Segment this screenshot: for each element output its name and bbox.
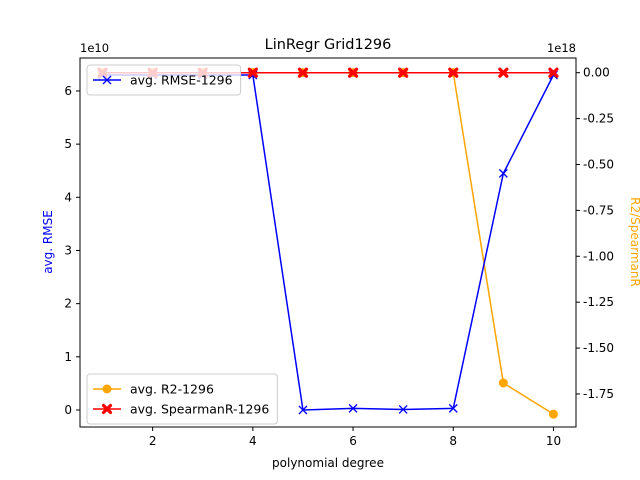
right-y-tick-label: -0.75: [583, 203, 614, 217]
right-y-tick-label: 0.00: [583, 66, 610, 80]
chart-title: LinRegr Grid1296: [265, 37, 392, 53]
data-point-rmse-1296: [348, 403, 358, 413]
right-y-tick-label: -1.75: [583, 387, 614, 401]
left-y-tick-label: 3: [64, 243, 72, 257]
left-y-tick-label: 5: [64, 137, 72, 151]
x-tick-label: 10: [546, 434, 561, 448]
data-point-spearmanr-1296: [548, 67, 559, 78]
legend-left-axis: avg. RMSE-1296: [86, 64, 242, 96]
data-point-spearmanr-1296: [448, 67, 459, 78]
right-y-tick-label: -1.00: [583, 249, 614, 263]
data-point-r2-1296: [498, 378, 508, 388]
left-y-tick-label: 1: [64, 350, 72, 364]
data-point-spearmanr-1296: [297, 67, 309, 78]
data-point-rmse-1296: [448, 403, 458, 413]
data-point-spearmanr-1296: [247, 67, 258, 78]
right-y-tick-label: -1.50: [583, 341, 614, 355]
right-y-tick-label: -0.25: [583, 112, 614, 126]
left-y-tick-label: 2: [64, 297, 72, 311]
legend-label: avg. RMSE-1296: [130, 73, 233, 88]
left-y-tick-label: 0: [64, 403, 72, 417]
right-axis-scale-label: 1e18: [547, 41, 576, 55]
legend-marker: [101, 403, 113, 415]
right-axis-label: R2/SpearmanR: [628, 197, 640, 287]
data-point-spearmanr-1296: [398, 67, 409, 78]
left-y-tick-label: 4: [64, 190, 72, 204]
legend-label: avg. R2-1296: [130, 382, 214, 397]
legend-label: avg. SpearmanR-1296: [130, 402, 269, 417]
x-tick-label: 6: [349, 434, 357, 448]
data-point-spearmanr-1296: [347, 67, 359, 78]
right-y-tick-label: -1.25: [583, 295, 614, 309]
data-point-r2-1296: [548, 409, 558, 419]
legend-right-axis: avg. R2-1296 avg. SpearmanR-1296: [86, 373, 278, 425]
right-y-tick-label: -0.50: [583, 157, 614, 171]
x-axis-label: polynomial degree: [272, 456, 384, 470]
x-tick-label: 8: [449, 434, 457, 448]
data-point-spearmanr-1296: [498, 67, 509, 78]
plot-frame: [79, 57, 577, 428]
left-axis-label: avg. RMSE: [41, 210, 55, 274]
data-point-rmse-1296: [498, 168, 508, 178]
legend-right-axis-frame: [86, 373, 278, 425]
x-tick-label: 4: [249, 434, 257, 448]
data-point-rmse-1296: [398, 404, 408, 414]
legend-marker: [102, 384, 112, 394]
left-axis-scale-label: 1e10: [80, 41, 109, 55]
legend-left-axis-frame: [86, 64, 242, 96]
legend-marker: [102, 75, 112, 85]
data-point-rmse-1296: [298, 405, 308, 415]
left-y-tick-label: 6: [64, 84, 72, 98]
x-tick-label: 2: [149, 434, 157, 448]
